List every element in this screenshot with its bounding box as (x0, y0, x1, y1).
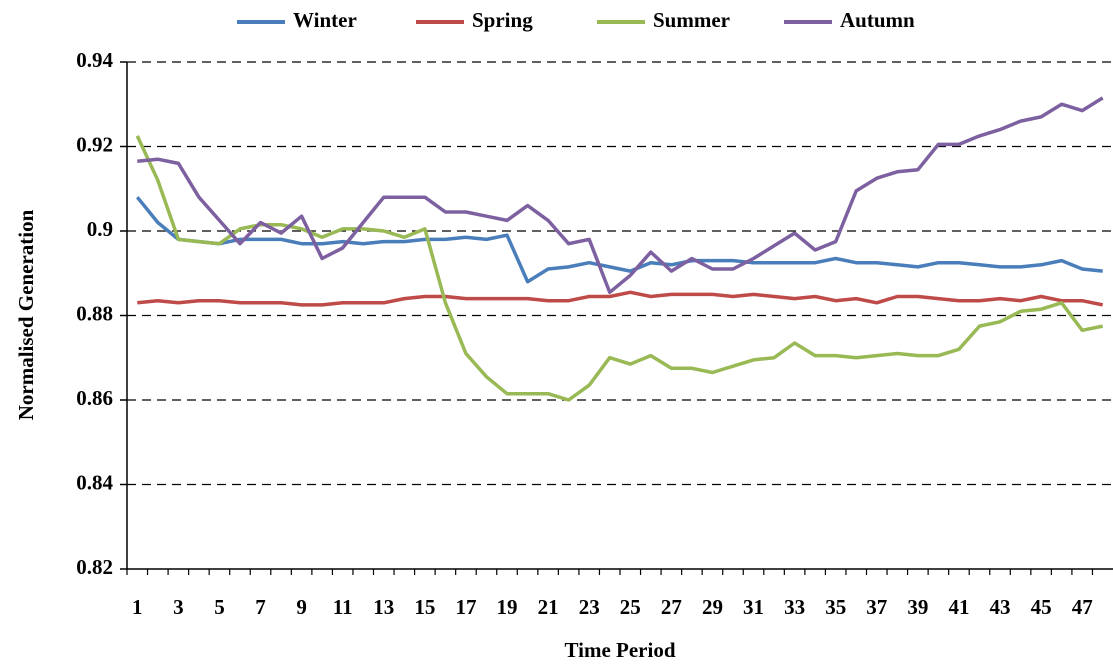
x-tick-label: 1 (132, 595, 143, 619)
x-tick-label: 15 (414, 595, 435, 619)
series-line (135, 196, 1103, 284)
y-tick-label: 0.92 (76, 132, 113, 156)
y-tick-label: 0.84 (76, 470, 113, 494)
x-tick-label: 45 (1031, 595, 1052, 619)
series-line (137, 290, 1104, 307)
x-tick-label: 35 (825, 595, 846, 619)
y-tick-label: 0.9 (87, 217, 113, 241)
y-tick-label: 0.82 (76, 555, 113, 579)
x-tick-label: 9 (296, 595, 307, 619)
series-line (137, 96, 1104, 295)
x-tick-label: 43 (990, 595, 1011, 619)
x-tick-label: 5 (214, 595, 225, 619)
x-tick-label: 41 (948, 595, 969, 619)
x-tick-label: 7 (255, 595, 266, 619)
series-line (135, 135, 1104, 402)
x-tick-label: 29 (702, 595, 723, 619)
x-tick-label: 27 (661, 595, 682, 619)
legend-label: Winter (293, 8, 357, 32)
legend-label: Autumn (840, 8, 915, 32)
y-tick-label: 0.94 (76, 48, 113, 72)
x-tick-label: 33 (784, 595, 805, 619)
x-tick-label: 31 (743, 595, 764, 619)
x-axis-label: Time Period (564, 638, 675, 662)
x-tick-label: 39 (907, 595, 928, 619)
x-tick-label: 13 (373, 595, 394, 619)
x-tick-label: 47 (1072, 595, 1093, 619)
x-tick-label: 3 (173, 595, 184, 619)
x-tick-label: 25 (620, 595, 641, 619)
y-tick-label: 0.88 (76, 301, 113, 325)
y-axis-label: Normalised Generation (14, 209, 38, 420)
legend-label: Spring (472, 8, 533, 32)
x-tick-label: 37 (866, 595, 887, 619)
legend-label: Summer (653, 8, 730, 32)
x-tick-label: 11 (333, 595, 353, 619)
x-tick-label: 21 (538, 595, 559, 619)
x-tick-label: 19 (497, 595, 518, 619)
x-tick-label: 17 (455, 595, 476, 619)
x-tick-label: 23 (579, 595, 600, 619)
y-tick-label: 0.86 (76, 386, 113, 410)
